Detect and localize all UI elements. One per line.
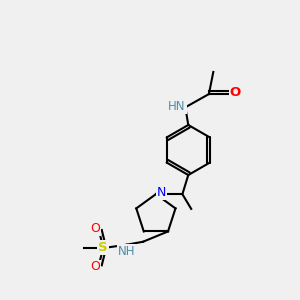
Text: NH: NH <box>118 245 136 258</box>
Text: HN: HN <box>168 100 186 113</box>
Text: O: O <box>90 222 100 235</box>
Text: O: O <box>230 86 241 99</box>
Text: N: N <box>157 186 166 199</box>
Text: S: S <box>98 241 107 254</box>
Text: O: O <box>90 260 100 273</box>
